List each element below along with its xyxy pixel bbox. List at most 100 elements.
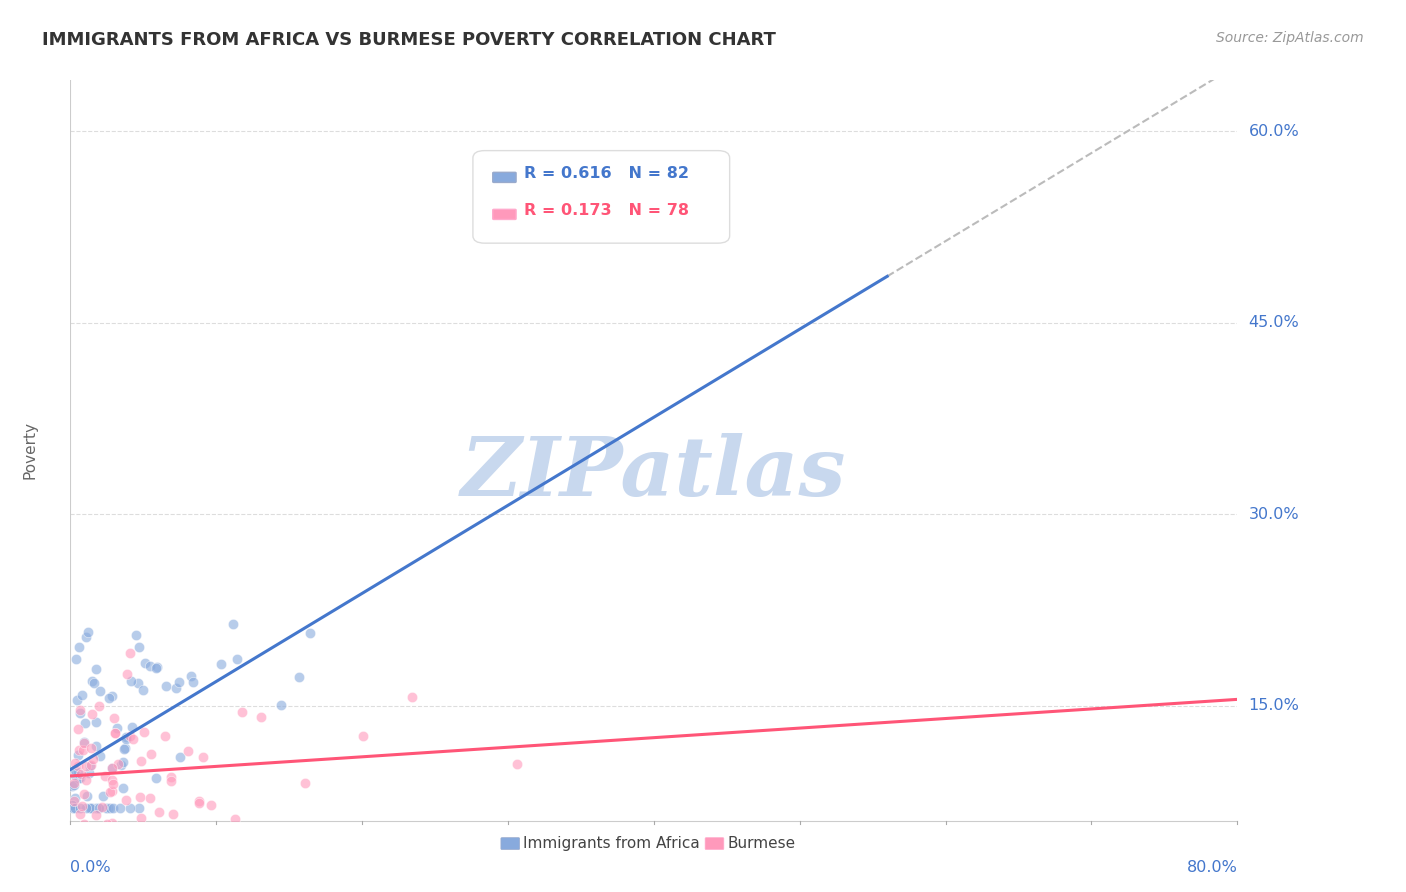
- Point: [89, 748, 111, 763]
- Point: [75, 759, 97, 773]
- Point: [62, 801, 84, 815]
- Point: [131, 754, 153, 768]
- Point: [67, 742, 90, 756]
- Point: [84, 801, 107, 815]
- Point: [73, 787, 96, 801]
- Point: [79, 759, 101, 773]
- Point: [86, 662, 108, 676]
- Point: [180, 669, 202, 683]
- Point: [69, 807, 91, 822]
- Point: [75, 716, 97, 731]
- Text: R = 0.616   N = 82: R = 0.616 N = 82: [524, 166, 689, 181]
- Point: [131, 811, 153, 825]
- Point: [97, 690, 120, 705]
- Point: [93, 769, 115, 783]
- Point: [83, 839, 105, 854]
- Point: [128, 640, 150, 655]
- Point: [67, 722, 90, 736]
- Point: [101, 777, 124, 791]
- Point: [177, 826, 200, 840]
- Text: 15.0%: 15.0%: [1249, 698, 1299, 714]
- FancyBboxPatch shape: [706, 838, 724, 849]
- Point: [270, 698, 292, 712]
- Point: [141, 747, 163, 761]
- Point: [128, 789, 150, 804]
- Point: [79, 801, 101, 815]
- Point: [104, 726, 127, 740]
- Point: [80, 758, 103, 772]
- Point: [222, 617, 245, 632]
- Text: 60.0%: 60.0%: [1249, 124, 1299, 139]
- Point: [181, 675, 204, 690]
- Point: [250, 709, 273, 723]
- FancyBboxPatch shape: [492, 172, 516, 183]
- Point: [138, 791, 160, 805]
- Point: [101, 801, 124, 815]
- Point: [62, 778, 84, 792]
- Point: [101, 816, 124, 830]
- Point: [89, 830, 111, 845]
- Point: [96, 801, 118, 815]
- Point: [103, 711, 125, 725]
- Point: [120, 839, 142, 854]
- Point: [153, 729, 176, 743]
- Point: [298, 626, 321, 640]
- Point: [80, 741, 103, 756]
- Point: [132, 724, 155, 739]
- Point: [90, 800, 112, 814]
- Point: [112, 755, 135, 769]
- Text: Source: ZipAtlas.com: Source: ZipAtlas.com: [1216, 31, 1364, 45]
- Point: [70, 820, 93, 834]
- Point: [91, 789, 114, 804]
- Point: [187, 796, 209, 810]
- Point: [80, 801, 103, 815]
- Text: IMMIGRANTS FROM AFRICA VS BURMESE POVERTY CORRELATION CHART: IMMIGRANTS FROM AFRICA VS BURMESE POVERT…: [42, 31, 776, 49]
- Point: [132, 683, 155, 698]
- Point: [115, 730, 138, 744]
- Point: [70, 799, 93, 814]
- Point: [209, 657, 232, 672]
- Point: [94, 839, 117, 854]
- Point: [65, 652, 87, 666]
- Text: 45.0%: 45.0%: [1249, 315, 1299, 330]
- Point: [66, 693, 89, 707]
- Point: [250, 837, 273, 851]
- Point: [76, 789, 98, 803]
- Point: [100, 772, 122, 787]
- Point: [225, 652, 247, 666]
- Point: [224, 812, 246, 826]
- Point: [83, 676, 105, 690]
- Point: [60, 779, 83, 793]
- Point: [112, 742, 135, 756]
- Point: [79, 766, 101, 780]
- Point: [75, 772, 97, 787]
- Point: [77, 624, 100, 639]
- Point: [73, 839, 96, 854]
- Point: [97, 834, 120, 848]
- Point: [73, 817, 96, 831]
- Text: Burmese: Burmese: [727, 836, 796, 851]
- FancyBboxPatch shape: [501, 838, 520, 849]
- Point: [101, 784, 124, 798]
- Point: [120, 801, 142, 815]
- Point: [69, 706, 91, 720]
- Point: [70, 767, 93, 781]
- Point: [105, 722, 128, 736]
- Point: [287, 670, 309, 684]
- Point: [187, 794, 209, 808]
- Point: [101, 761, 124, 775]
- Point: [65, 791, 87, 805]
- Point: [193, 749, 215, 764]
- Point: [112, 781, 135, 796]
- Point: [96, 817, 118, 831]
- Point: [167, 675, 190, 690]
- Point: [108, 801, 131, 815]
- Point: [125, 628, 148, 642]
- Point: [60, 797, 83, 812]
- Point: [134, 656, 156, 670]
- Point: [98, 785, 121, 799]
- Point: [139, 659, 162, 673]
- Text: 30.0%: 30.0%: [1249, 507, 1299, 522]
- Point: [121, 720, 143, 734]
- Point: [66, 766, 89, 780]
